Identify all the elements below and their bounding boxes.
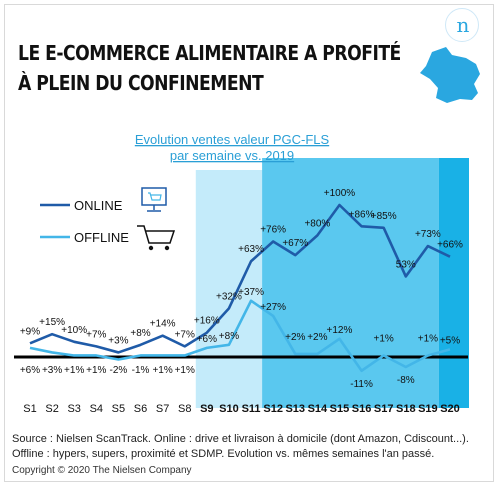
online-data-label: +10% — [61, 325, 87, 336]
page-title: LE E-COMMERCE ALIMENTAIRE A PROFITÉ À PL… — [18, 38, 401, 98]
online-data-label: +16% — [194, 316, 220, 327]
online-data-label: +7% — [86, 329, 106, 340]
online-data-label: +76% — [260, 224, 286, 235]
offline-data-label: -1% — [132, 365, 150, 376]
online-data-label: +86% — [349, 209, 375, 220]
computer-screen-shape — [141, 187, 167, 206]
x-tick-label: S13 — [285, 403, 305, 415]
x-tick-label: S3 — [67, 403, 80, 415]
x-tick-label: S7 — [156, 403, 169, 415]
x-tick-label: S20 — [440, 403, 460, 415]
legend-online-label: ONLINE — [74, 198, 123, 213]
x-tick-label: S5 — [112, 403, 125, 415]
online-data-label: 53% — [396, 259, 416, 270]
x-tick-label: S11 — [242, 403, 261, 415]
offline-data-label: +3% — [42, 365, 62, 376]
x-tick-label: S19 — [418, 403, 438, 415]
copyright: Copyright © 2020 The Nielsen Company — [12, 465, 192, 476]
offline-data-label: +1% — [175, 365, 195, 376]
x-tick-label: S4 — [90, 403, 103, 415]
offline-data-label: +2% — [307, 332, 327, 343]
offline-data-label: +6% — [20, 365, 40, 376]
offline-data-label: -11% — [350, 379, 373, 390]
offline-data-label: +1% — [374, 333, 394, 344]
online-data-label: +9% — [20, 326, 40, 337]
period-band-s9-s11 — [195, 170, 263, 408]
mini-cart-shape — [148, 192, 162, 201]
x-tick-label: S12 — [263, 403, 283, 415]
france-map-icon — [420, 47, 480, 103]
offline-data-label: +1% — [64, 365, 84, 376]
cart-body-shape — [137, 225, 176, 244]
x-tick-label: S15 — [330, 403, 350, 415]
online-data-label: +67% — [282, 238, 308, 249]
online-data-label: +63% — [238, 244, 264, 255]
nielsen-logo-letter: n — [456, 13, 470, 37]
computer-cart-icon — [141, 187, 167, 212]
offline-data-label: +6% — [197, 334, 217, 345]
source-line-1: Source : Nielsen ScanTrack. Online : dri… — [12, 433, 469, 445]
offline-data-label: +1% — [418, 333, 438, 344]
offline-series-line — [29, 299, 451, 373]
x-tick-label: S17 — [374, 403, 394, 415]
offline-data-label: +1% — [152, 365, 172, 376]
offline-data-label: +8% — [219, 331, 239, 342]
x-tick-label: S14 — [308, 403, 328, 415]
offline-data-label: +27% — [260, 302, 286, 313]
x-tick-label: S2 — [45, 403, 58, 415]
x-tick-label: S9 — [200, 403, 213, 415]
x-tick-label: S10 — [219, 403, 239, 415]
legend-offline-label: OFFLINE — [74, 230, 129, 245]
x-tick-label: S16 — [352, 403, 372, 415]
offline-data-label: +5% — [440, 335, 460, 346]
online-data-label: +80% — [304, 218, 330, 229]
online-data-label: +85% — [371, 211, 397, 222]
offline-data-label: -8% — [397, 375, 415, 386]
offline-data-label: +1% — [86, 365, 106, 376]
online-series-line — [29, 203, 451, 354]
cart-wheel-shape — [164, 245, 170, 251]
x-tick-label: S8 — [178, 403, 191, 415]
online-data-label: +73% — [415, 229, 441, 240]
chart-subtitle-line-1: Evolution ventes valeur PGC-FLS — [135, 132, 330, 147]
online-data-label: +3% — [108, 335, 128, 346]
infographic-frame — [4, 4, 494, 482]
title-line-2: À PLEIN DU CONFINEMENT — [18, 71, 264, 95]
nielsen-logo: n — [445, 8, 479, 42]
source-line-2: Offline : hypers, supers, proximité et S… — [12, 448, 435, 460]
x-tick-label: S1 — [23, 403, 36, 415]
online-data-label: +100% — [324, 188, 356, 199]
online-data-label: +32% — [216, 291, 242, 302]
online-data-label: +14% — [150, 319, 176, 330]
online-data-label: +15% — [39, 317, 65, 328]
offline-data-label: -2% — [110, 365, 128, 376]
online-data-label: +8% — [130, 328, 150, 339]
offline-data-label: +37% — [238, 287, 264, 298]
shopping-cart-icon — [137, 225, 176, 251]
title-line-1: LE E-COMMERCE ALIMENTAIRE A PROFITÉ — [18, 41, 401, 65]
source-note: Source : Nielsen ScanTrack. Online : dri… — [12, 432, 469, 462]
online-data-label: +7% — [175, 329, 195, 340]
x-tick-label: S6 — [134, 403, 147, 415]
offline-data-label: +2% — [285, 332, 305, 343]
offline-data-label: +12% — [327, 325, 353, 336]
period-band-s20 — [438, 158, 469, 408]
cart-wheel-shape — [148, 245, 154, 251]
online-data-label: +66% — [437, 240, 463, 251]
x-tick-label: S18 — [396, 403, 416, 415]
chart-subtitle-line-2: par semaine vs. 2019 — [170, 148, 294, 163]
